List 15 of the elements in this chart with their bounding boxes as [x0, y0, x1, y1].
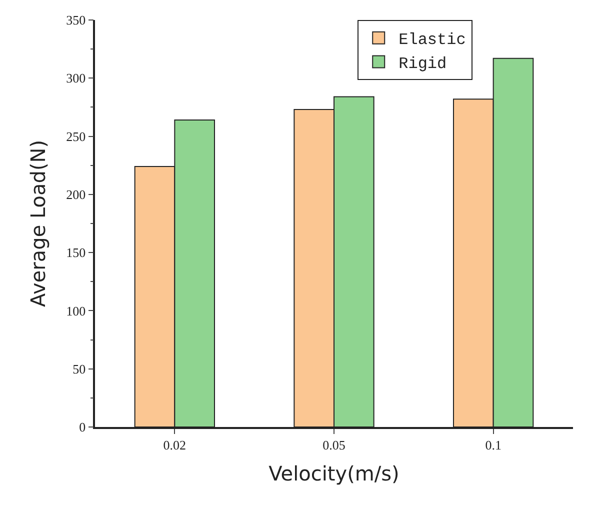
y-tick-label: 200: [66, 186, 86, 202]
x-tick-label: 0.05: [322, 437, 346, 452]
x-axis-title: Velocity(m/s): [268, 461, 400, 486]
y-tick-label: 0: [79, 420, 86, 435]
y-tick-label: 350: [66, 12, 86, 28]
y-tick-label: 250: [66, 128, 86, 144]
legend-label: Rigid: [398, 54, 447, 73]
y-tick-label: 50: [72, 361, 86, 376]
legend-label: Elastic: [398, 31, 466, 50]
y-tick-label: 150: [66, 245, 86, 260]
y-tick-label: 300: [66, 70, 86, 86]
y-axis-title: Average Load(N): [26, 140, 50, 308]
x-tick-label: 0.02: [163, 437, 186, 452]
x-tick-label: 0.1: [485, 437, 502, 452]
y-tick-label: 100: [66, 303, 86, 318]
